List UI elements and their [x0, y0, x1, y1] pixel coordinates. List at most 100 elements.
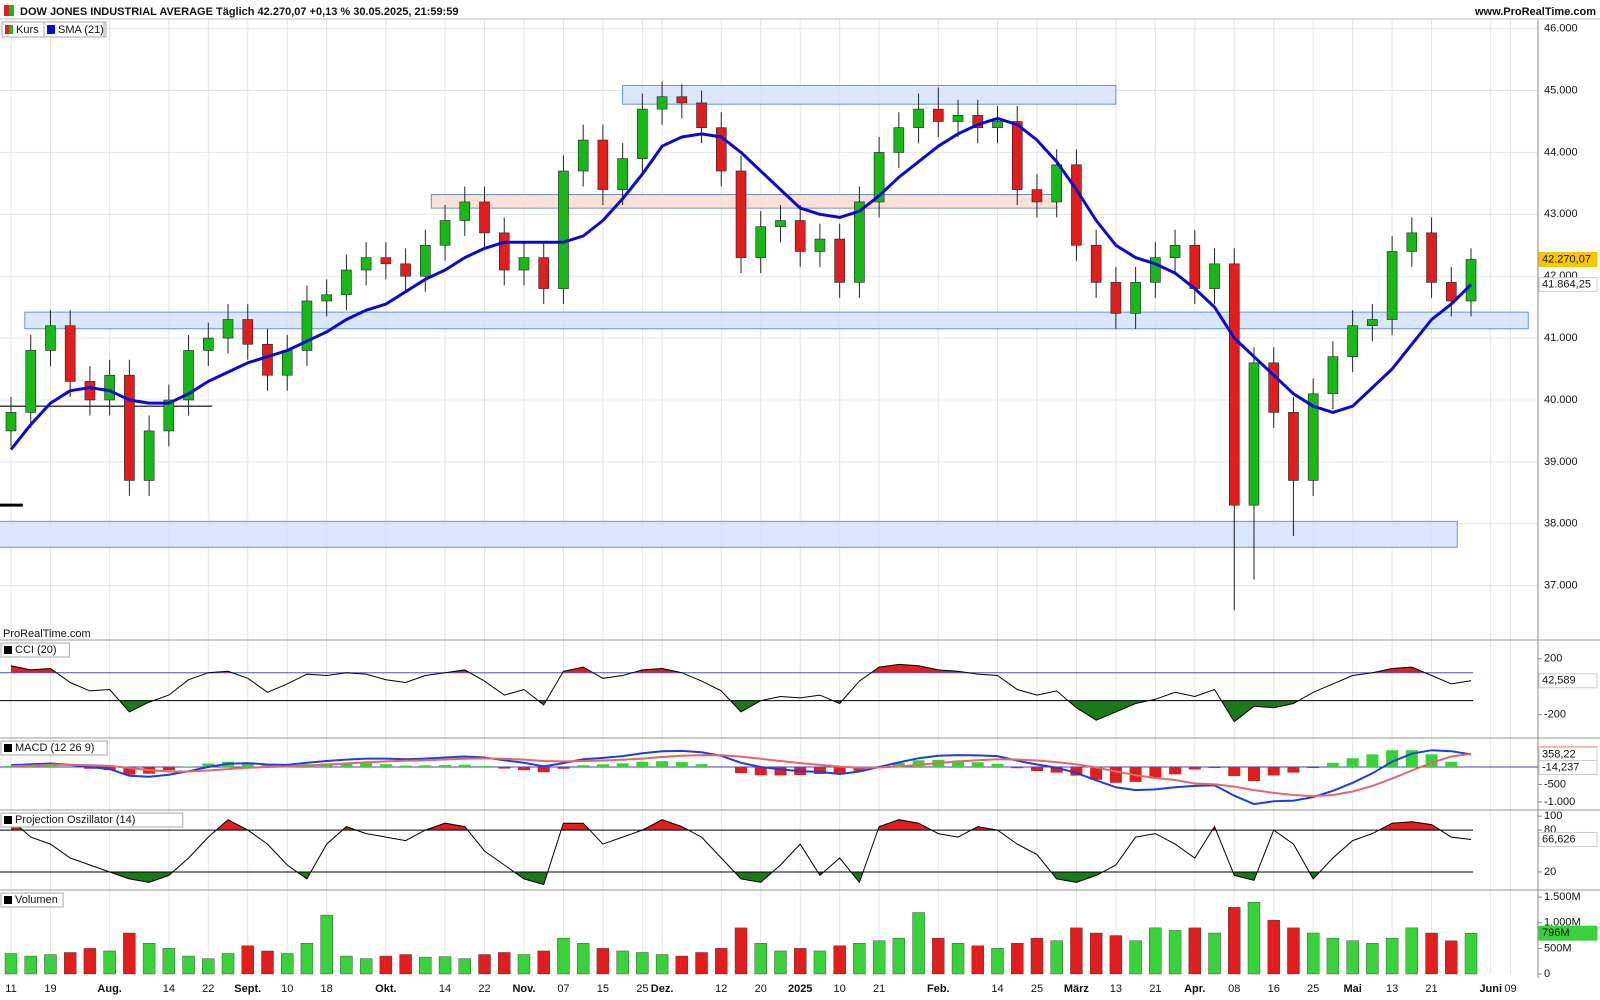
candle-body — [420, 244, 431, 277]
y-tick-label: 40.000 — [1544, 394, 1578, 406]
histogram-bar — [439, 765, 452, 767]
volume-bar — [813, 950, 827, 975]
histogram-bar — [991, 763, 1004, 767]
histogram-bar — [1090, 766, 1103, 780]
histogram-bar — [675, 762, 688, 767]
histogram-bar — [1307, 766, 1320, 769]
panel-title-icon — [4, 816, 12, 824]
candle-body — [341, 269, 352, 296]
value-marker-label: 66,626 — [1542, 833, 1576, 845]
panel-title: Projection Oszillator (14) — [15, 814, 135, 826]
volume-bar — [1445, 940, 1458, 975]
volume-bar — [63, 952, 77, 975]
candle-body — [479, 201, 490, 234]
candle-body — [913, 108, 924, 128]
x-tick-label: 14 — [163, 983, 175, 995]
candle-body — [104, 374, 115, 401]
candle-body — [301, 300, 313, 351]
price-zone — [24, 311, 1529, 330]
volume-bar — [4, 953, 18, 975]
volume-bar — [1030, 937, 1044, 975]
volume-bar — [1425, 932, 1438, 975]
candle-body — [1288, 412, 1299, 481]
volume-bar — [379, 955, 393, 975]
volume-bar — [1326, 937, 1340, 975]
volume-bar — [1464, 933, 1478, 975]
candle-body — [854, 201, 865, 283]
volume-bar — [1287, 927, 1300, 975]
histogram-bar — [1346, 758, 1359, 767]
legend-label: SMA (21) — [58, 24, 104, 36]
histogram-bar — [1149, 766, 1162, 779]
volume-bar — [103, 950, 116, 975]
volume-bar — [1011, 943, 1024, 975]
volume-bar — [162, 948, 176, 975]
volume-bar — [774, 950, 787, 975]
candle-body — [1307, 393, 1319, 481]
volume-bar — [1405, 927, 1419, 975]
y-tick-label: 44.000 — [1544, 146, 1578, 158]
histogram-bar — [241, 762, 254, 767]
histogram-bar — [498, 766, 511, 769]
histogram-bar — [1247, 766, 1260, 782]
candle-body — [1011, 121, 1023, 190]
volume-bar — [241, 945, 254, 975]
histogram-bar — [537, 766, 550, 773]
x-tick-label: 08 — [1228, 983, 1240, 995]
volume-bar — [872, 940, 886, 975]
candle-body — [696, 102, 707, 128]
volume-bar — [794, 948, 807, 975]
chart-title: DOW JONES INDUSTRIAL AVERAGE Täglich 42.… — [20, 6, 458, 18]
panel-title-box — [0, 892, 64, 908]
candle-body — [676, 96, 688, 104]
candle-body — [775, 220, 786, 227]
volume-bar — [1129, 940, 1142, 975]
volume-bar — [458, 958, 471, 975]
histogram-bar — [656, 761, 669, 767]
volume-bar — [182, 955, 195, 975]
volume-bar — [1168, 930, 1182, 975]
candle-body — [1426, 232, 1437, 283]
value-marker-label: 42,589 — [1542, 675, 1576, 687]
candle-body — [25, 350, 37, 413]
candle-body — [893, 127, 905, 153]
x-tick-label: 07 — [557, 983, 569, 995]
volume-bar — [932, 937, 945, 975]
macd-line — [10, 749, 1472, 806]
histogram-bar — [735, 766, 748, 774]
x-tick-label: Feb. — [927, 983, 950, 995]
volume-bar — [636, 952, 649, 975]
value-marker-label: 796M — [1542, 927, 1570, 939]
histogram-bar — [202, 763, 215, 767]
histogram-bar — [853, 766, 866, 771]
x-tick-label: 21 — [873, 983, 885, 995]
candle-body — [1248, 362, 1260, 506]
histogram-bar — [44, 765, 57, 767]
histogram-bar — [1366, 754, 1379, 767]
x-tick-label: Dez. — [651, 983, 674, 995]
volume-bar — [340, 955, 353, 975]
candle-body — [1367, 319, 1378, 327]
volume-bar — [971, 945, 984, 975]
volume-bar — [83, 948, 97, 975]
x-tick-label: 12 — [715, 983, 727, 995]
candle-body — [558, 170, 569, 289]
volume-bar — [734, 927, 748, 975]
x-tick-label: 16 — [1268, 983, 1280, 995]
volume-bar — [1228, 907, 1241, 975]
x-tick-label: Okt. — [375, 983, 396, 995]
candle-body — [163, 399, 175, 432]
histogram-bar — [162, 766, 175, 771]
histogram-bar — [5, 765, 17, 767]
candle-body — [518, 257, 530, 271]
y-tick-label: -200 — [1544, 709, 1566, 721]
panel-title-icon — [4, 646, 12, 654]
candle-body — [834, 238, 845, 283]
histogram-bar — [458, 764, 471, 767]
histogram-bar — [1169, 766, 1182, 775]
y-tick-label: 100 — [1544, 810, 1562, 822]
volume-bar — [24, 955, 37, 975]
x-tick-label: 21 — [1425, 983, 1437, 995]
x-tick-label: Nov. — [512, 983, 535, 995]
